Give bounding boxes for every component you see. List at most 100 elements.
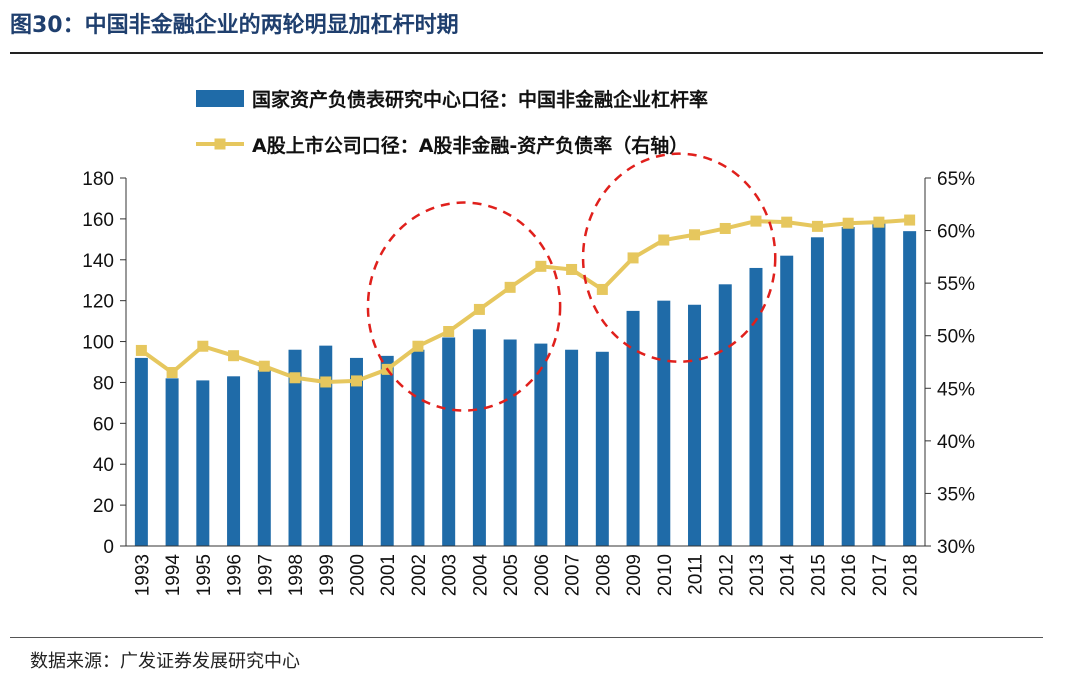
legend-line-marker <box>214 138 226 150</box>
line-marker <box>166 367 178 379</box>
bar <box>688 304 702 546</box>
bar <box>626 310 640 546</box>
left-tick-label: 60 <box>93 414 114 435</box>
left-tick-label: 160 <box>82 210 114 231</box>
x-tick-label: 1996 <box>225 554 246 596</box>
line-marker <box>228 350 240 362</box>
x-tick-label: 2005 <box>501 554 522 596</box>
right-tick-label: 50% <box>937 327 975 348</box>
bar <box>810 237 824 547</box>
right-tick-label: 40% <box>937 432 975 453</box>
line-marker <box>135 344 147 356</box>
legend-bar-swatch <box>196 90 244 107</box>
x-tick-label: 2002 <box>409 554 430 596</box>
bar <box>472 329 486 546</box>
line-marker <box>873 216 885 228</box>
bottom-rule <box>10 637 1043 638</box>
line-path <box>140 218 910 384</box>
bar <box>442 337 456 546</box>
x-tick-label: 2001 <box>378 554 399 596</box>
highlight-circle <box>366 201 562 412</box>
highlight-circle <box>581 152 777 363</box>
x-tick-label: 2008 <box>593 554 614 596</box>
top-rule <box>10 52 1043 54</box>
x-tick-label: 2010 <box>655 554 676 596</box>
x-tick-label: 2009 <box>624 554 645 596</box>
bar <box>780 255 794 546</box>
left-axis: 0 20 40 60 80 100 120 140 160 180 <box>82 169 127 558</box>
left-tick-label: 40 <box>93 455 114 476</box>
left-tick-label: 20 <box>93 496 114 517</box>
bar <box>196 380 210 546</box>
line-marker <box>689 229 701 241</box>
right-axis: 30% 35% 40% 45% 50% 55% 60% 65% <box>924 169 975 558</box>
x-tick-label: 2014 <box>778 554 799 597</box>
x-tick-label: 2011 <box>686 554 707 595</box>
right-tick-label: 45% <box>937 379 975 400</box>
line-marker <box>658 234 670 246</box>
x-tick-label: 1999 <box>317 554 338 596</box>
line-marker <box>566 263 578 275</box>
bar <box>288 349 302 546</box>
line-marker <box>412 340 424 352</box>
legend: 国家资产负债表研究中心口径：中国非金融企业杠杆率 A股上市公司口径：A股非金融-资… <box>196 88 708 157</box>
x-tick-label: 2004 <box>470 554 491 597</box>
x-tick-label: 1994 <box>163 554 184 597</box>
line-marker <box>904 214 916 226</box>
line-marker <box>320 376 332 388</box>
left-tick-label: 100 <box>82 333 114 354</box>
x-tick-label: 2015 <box>808 554 829 596</box>
bar <box>565 349 579 546</box>
line-marker <box>504 281 516 293</box>
line-marker <box>781 216 793 228</box>
x-tick-label: 2013 <box>747 554 768 596</box>
bar <box>595 351 609 546</box>
source-note: 数据来源：广发证券发展研究中心 <box>30 651 300 672</box>
line-marker <box>473 303 485 315</box>
line-marker <box>842 217 854 229</box>
line-marker <box>443 326 455 338</box>
left-tick-label: 180 <box>82 169 114 190</box>
bar <box>227 376 241 546</box>
line-marker <box>750 215 762 227</box>
x-tick-label: 2003 <box>440 554 461 596</box>
annotations <box>366 152 777 412</box>
line-marker <box>289 372 301 384</box>
figure-title: 图30：中国非金融企业的两轮明显加杠杆时期 <box>10 13 459 38</box>
bar <box>903 231 917 546</box>
x-tick-label: 2018 <box>901 554 922 596</box>
right-tick-label: 35% <box>937 484 975 505</box>
right-tick-label: 65% <box>937 169 975 190</box>
bar <box>718 284 732 546</box>
x-tick-label: 2016 <box>839 554 860 596</box>
bar <box>657 300 671 546</box>
bar <box>380 355 394 546</box>
x-tick-label: 1995 <box>194 554 215 596</box>
bar <box>411 349 425 546</box>
bar <box>872 222 886 546</box>
line-marker <box>258 360 270 372</box>
bar <box>534 343 548 546</box>
left-tick-label: 120 <box>82 292 114 313</box>
left-tick-label: 140 <box>82 251 114 272</box>
bar <box>134 357 148 546</box>
line-marker <box>596 283 608 295</box>
bar <box>165 378 179 546</box>
x-tick-label: 2007 <box>563 554 584 596</box>
left-tick-label: 0 <box>103 537 114 558</box>
left-tick-label: 80 <box>93 373 114 394</box>
legend-bar-label: 国家资产负债表研究中心口径：中国非金融企业杠杆率 <box>252 88 708 111</box>
line-marker <box>811 220 823 232</box>
x-axis: 1993 1994 1995 1996 1997 1998 1999 2000 2001 2002… <box>126 545 925 597</box>
line-marker <box>535 260 547 272</box>
bar <box>841 227 855 547</box>
x-tick-label: 2017 <box>870 554 891 596</box>
right-tick-label: 55% <box>937 274 975 295</box>
x-tick-label: 1993 <box>132 554 153 596</box>
x-tick-label: 2000 <box>347 554 368 596</box>
line-marker <box>350 375 362 387</box>
x-tick-label: 1998 <box>286 554 307 596</box>
bar <box>749 267 763 546</box>
bar <box>319 345 333 546</box>
